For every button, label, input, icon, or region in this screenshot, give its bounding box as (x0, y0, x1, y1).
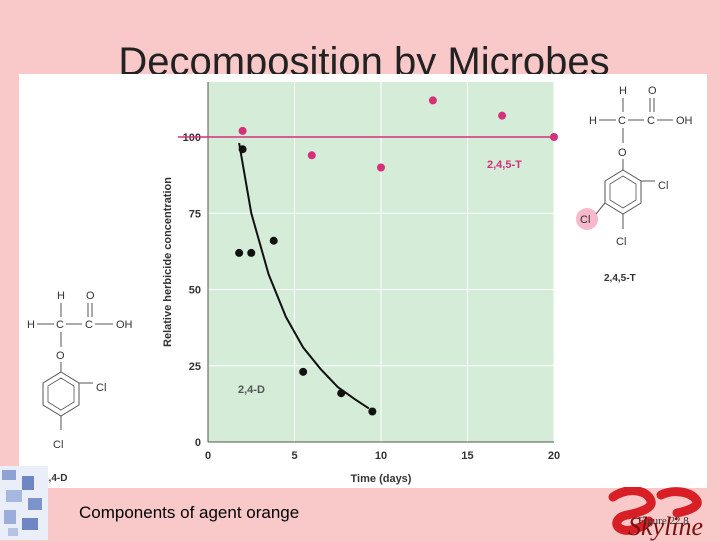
atom-c1: C (618, 115, 626, 127)
structure-245t: H O H C C OH O Cl Cl Cl 2,4,5-T (576, 85, 693, 284)
atom-cl-ring: Cl (96, 382, 106, 394)
skyline-logo-icon (608, 487, 702, 535)
tick-labels: 0 5 10 15 20 0 25 50 75 100 (183, 132, 560, 462)
point-245t (377, 163, 385, 172)
point-24d (368, 407, 377, 416)
y-tick-label: 75 (189, 208, 201, 220)
y-tick-label: 0 (195, 437, 201, 449)
atom-c1: C (56, 319, 64, 331)
decorative-clipart-image (0, 466, 48, 540)
point-24d (269, 236, 278, 245)
point-24d (235, 248, 244, 257)
atom-o-link: O (56, 350, 65, 362)
axes (207, 82, 554, 443)
atom-h-left: H (27, 319, 35, 331)
y-tick-label: 100 (183, 132, 201, 144)
y-tick-label: 25 (189, 361, 201, 373)
clipart-pattern-icon (2, 470, 42, 536)
fit-lines (178, 136, 554, 410)
atom-o-top: O (86, 290, 95, 302)
point-245t (550, 133, 558, 141)
atom-h-top: H (619, 85, 627, 97)
atom-cl-ring: Cl (658, 180, 668, 192)
x-tick-label: 15 (461, 450, 473, 462)
point-24d (247, 248, 256, 257)
highlight-cl (576, 208, 598, 230)
fit-curve-24d (238, 142, 370, 410)
x-tick-label: 20 (548, 450, 560, 462)
y-axis-label: Relative herbicide concentration (162, 177, 174, 347)
atom-oh: OH (676, 115, 693, 127)
logo-text: Skyline (628, 512, 704, 541)
x-tick-label: 0 (205, 450, 211, 462)
point-245t (428, 96, 437, 105)
x-tick-label: 10 (375, 450, 387, 462)
figure-reference: Figure 22.8 (638, 515, 689, 527)
point-245t (307, 151, 316, 160)
atom-cl-bottom: Cl (53, 439, 63, 451)
x-axis-label: Time (days) (351, 473, 412, 485)
annotation-24d: 2,4-D (238, 384, 265, 396)
atom-cl-highlight: Cl (580, 214, 590, 226)
atom-h-left: H (589, 115, 597, 127)
point-24d (238, 145, 247, 154)
point-245t (498, 111, 507, 120)
atom-c2: C (647, 115, 655, 127)
annotation-245t: 2,4,5-T (487, 159, 522, 171)
point-245t (238, 126, 247, 135)
structure-label-245t: 2,4,5-T (604, 273, 636, 284)
atom-oh: OH (116, 319, 133, 331)
figure-svg: 0 5 10 15 20 0 25 50 75 100 Time (days) Relative … (27, 82, 693, 485)
data-points (235, 96, 558, 416)
slide-caption: Components of agent orange (79, 503, 300, 522)
atom-c2: C (85, 319, 93, 331)
structure-24d: H O H C C OH O Cl Cl 2,4-D (27, 290, 133, 484)
point-24d (299, 367, 308, 376)
structure-label-24d: 2,4-D (43, 473, 67, 484)
x-tick-label: 5 (291, 450, 297, 462)
atom-o-link: O (618, 147, 627, 159)
atom-h-top: H (57, 290, 65, 302)
atom-cl-bottom: Cl (616, 236, 626, 248)
figure-panel: 0 5 10 15 20 0 25 50 75 100 Time (days) Relative … (19, 74, 707, 488)
point-24d (337, 389, 346, 398)
y-tick-label: 50 (189, 285, 201, 297)
atom-o-top: O (648, 85, 657, 97)
